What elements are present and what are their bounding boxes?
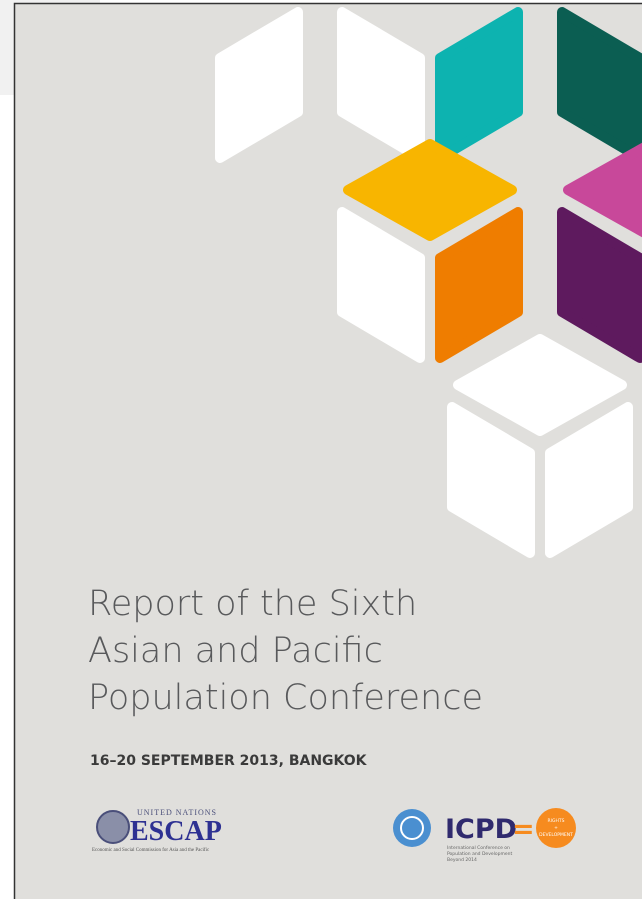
title-line: Report of the Sixth: [88, 584, 417, 624]
escap-sub: Economic and Social Commission for Asia …: [92, 848, 210, 853]
icpd-equals: =: [512, 814, 535, 845]
icpd-sub: Population and Development: [447, 851, 512, 857]
page: Report of the Sixth Asian and Pacific Po…: [0, 0, 642, 899]
un-emblem: [393, 809, 431, 847]
badge-text: DEVELOPMENT: [539, 832, 573, 838]
escap-name: ESCAP: [130, 816, 222, 847]
icpd-sub: International Conference on: [447, 845, 510, 851]
badge-text: RIGHTS: [548, 818, 565, 824]
icpd-sub: Beyond 2014: [447, 857, 477, 863]
title-line: Population Conference: [88, 678, 483, 718]
date: 16–20 SEPTEMBER 2013, BANGKOK: [90, 753, 368, 769]
icpd-name: ICPD: [445, 814, 517, 845]
badge-text: +: [554, 825, 558, 831]
screenshot: Report of the Sixth Asian and Pacific Po…: [0, 0, 642, 899]
title-line: Asian and Pacific: [88, 631, 383, 671]
un-emblem: [97, 811, 129, 843]
